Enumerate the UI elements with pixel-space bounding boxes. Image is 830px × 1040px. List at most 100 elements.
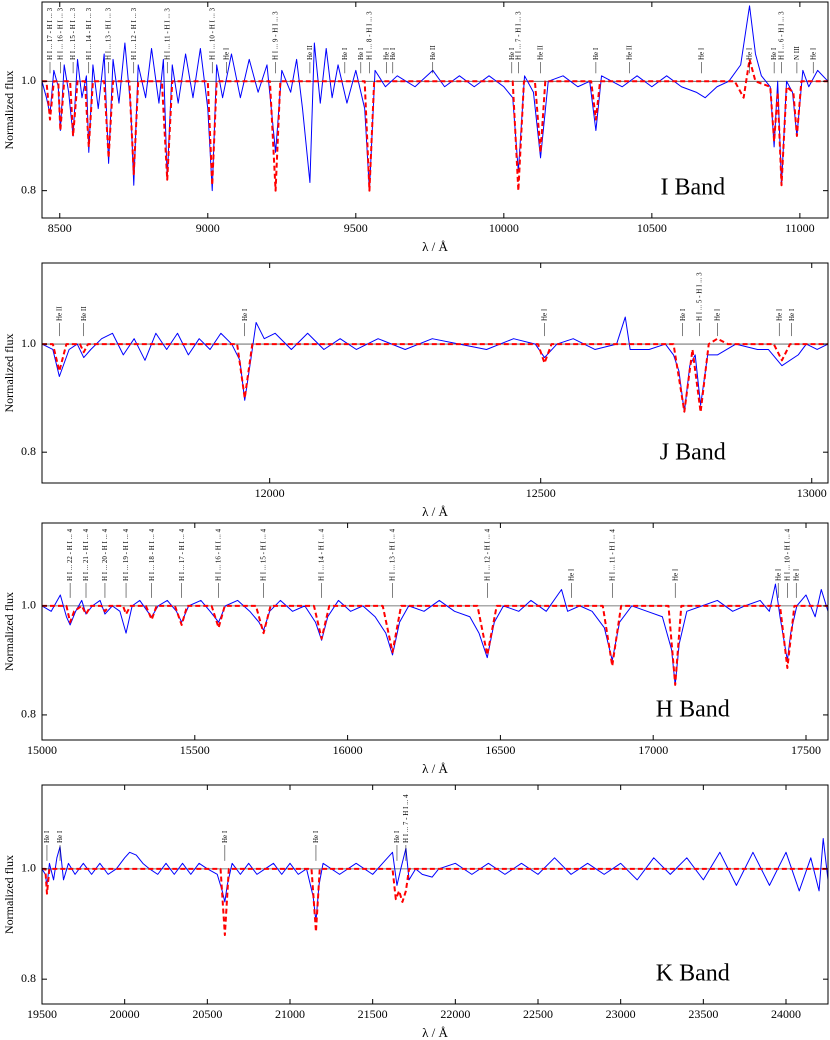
band-title: J Band xyxy=(660,440,726,466)
line-id-label: H I ... 13 - H I ... 3 xyxy=(105,7,113,60)
spectrum-line xyxy=(42,583,828,686)
x-tick-label: 22500 xyxy=(523,1007,553,1021)
x-tick-label: 20500 xyxy=(192,1007,222,1021)
line-id-label: H I ... 6 - H I ... 3 xyxy=(778,11,786,60)
line-id-label: He II xyxy=(55,306,63,321)
line-id-label: He I xyxy=(341,47,349,60)
y-axis-label: Normalized flux xyxy=(2,592,16,671)
spectrum-line xyxy=(42,316,828,413)
line-id-label: H I ... 12 - H I ... 3 xyxy=(130,7,138,60)
line-id-label: H I ... 15 - H I ... 3 xyxy=(69,7,77,60)
line-id-label: He I xyxy=(698,47,706,60)
line-id-label: H I ... 12 - H I ... 4 xyxy=(483,528,491,581)
x-tick-label: 21000 xyxy=(275,1007,305,1021)
line-id-label: He I xyxy=(357,47,365,60)
plot-area xyxy=(42,838,828,937)
line-id-label: H I ... 5 - H I ... 3 xyxy=(696,272,704,321)
line-id-label: H I ... 17 - H I ... 4 xyxy=(178,528,186,581)
line-id-label: H I ... 18 - H I ... 4 xyxy=(148,528,156,581)
line-id-label: He II xyxy=(625,45,633,60)
y-tick-label: 1.0 xyxy=(21,73,36,87)
line-id-label: He I xyxy=(312,830,320,843)
x-tick-label: 23500 xyxy=(688,1007,718,1021)
band-title: I Band xyxy=(660,175,725,201)
x-tick-label: 9000 xyxy=(196,221,220,235)
line-id-label: He I xyxy=(809,47,817,60)
line-id-label: H I ... 22 - H I ... 4 xyxy=(66,528,74,581)
spectrum-line xyxy=(42,5,828,192)
line-id-label: H I ... 16 - H I ... 3 xyxy=(56,7,64,60)
line-id-label: H I ... 16 - H I ... 4 xyxy=(215,528,223,581)
x-axis-label: λ / Å xyxy=(422,504,448,519)
y-tick-label: 0.8 xyxy=(21,971,36,985)
line-id-label: H I ... 9 - H I ... 3 xyxy=(272,11,280,60)
line-id-label: He I xyxy=(221,830,229,843)
line-id-label: He I xyxy=(241,308,249,321)
line-id-label: He I xyxy=(508,47,516,60)
x-tick-label: 15000 xyxy=(27,743,57,757)
spectrum-line xyxy=(42,58,828,192)
line-id-label: He I xyxy=(770,47,778,60)
y-axis-label: Normalized flux xyxy=(2,71,16,150)
y-tick-label: 1.0 xyxy=(21,598,36,612)
x-tick-label: 9500 xyxy=(344,221,368,235)
line-id-label: H I ... 7 - H I ... 4 xyxy=(402,794,410,843)
y-tick-label: 0.8 xyxy=(21,707,36,721)
line-id-label: H I ... 21 - H I ... 4 xyxy=(82,528,90,581)
plot-frame xyxy=(41,1,829,219)
line-id-label: He I xyxy=(43,830,51,843)
x-tick-label: 20000 xyxy=(110,1007,140,1021)
spectrum-line xyxy=(42,838,828,922)
y-tick-label: 0.8 xyxy=(21,444,36,458)
line-id-label: H I ... 20 - H I ... 4 xyxy=(101,528,109,581)
line-id-label: N III xyxy=(793,46,801,60)
x-tick-label: 23000 xyxy=(606,1007,636,1021)
x-tick-label: 16000 xyxy=(333,743,363,757)
line-id-label: H I ... 10 - H I ... 4 xyxy=(783,528,791,581)
plot-frame xyxy=(41,262,829,484)
line-id-label: H I ... 14 - H I ... 3 xyxy=(85,7,93,60)
x-tick-label: 10500 xyxy=(637,221,667,235)
line-id-label: H I ... 7 - H I ... 3 xyxy=(514,11,522,60)
line-id-label: H I ... 14 - H I ... 4 xyxy=(318,528,326,581)
x-tick-label: 13000 xyxy=(797,486,827,500)
spectrum-line xyxy=(42,867,828,937)
spectrum-line xyxy=(42,337,828,414)
line-id-label: H I ... 19 - H I ... 4 xyxy=(122,528,130,581)
line-id-label: H I ... 11 - H I ... 3 xyxy=(163,8,171,60)
band-title: H Band xyxy=(656,697,730,723)
y-tick-label: 1.0 xyxy=(21,336,36,350)
x-axis-label: λ / Å xyxy=(422,239,448,254)
spectrum-line xyxy=(42,604,828,686)
x-tick-label: 12000 xyxy=(255,486,285,500)
y-axis-label: Normalized flux xyxy=(2,855,16,934)
plot-area xyxy=(42,5,828,192)
x-tick-label: 16500 xyxy=(485,743,515,757)
line-id-label: H I ... 8 - H I ... 3 xyxy=(366,11,374,60)
line-id-label: H I ... 11 - H I ... 4 xyxy=(608,529,616,581)
x-tick-label: 17500 xyxy=(791,743,821,757)
line-id-label: He I xyxy=(788,308,796,321)
plot-area xyxy=(42,583,828,686)
line-id-label: He I xyxy=(567,568,575,581)
plot-frame xyxy=(41,784,829,1005)
x-tick-label: 15500 xyxy=(180,743,210,757)
line-id-label: He I xyxy=(714,308,722,321)
x-tick-label: 22000 xyxy=(440,1007,470,1021)
line-id-label: He II xyxy=(537,45,545,60)
line-id-label: He I xyxy=(671,568,679,581)
x-tick-label: 17000 xyxy=(638,743,668,757)
line-id-label: H I ... 10 - H I ... 3 xyxy=(208,7,216,60)
line-id-label: He I xyxy=(541,308,549,321)
x-tick-label: 19500 xyxy=(27,1007,57,1021)
line-id-label: He I xyxy=(679,308,687,321)
x-tick-label: 21500 xyxy=(358,1007,388,1021)
line-id-label: He I xyxy=(223,47,231,60)
x-tick-label: 24000 xyxy=(771,1007,801,1021)
line-id-label: He II xyxy=(306,45,314,60)
line-id-label: He II xyxy=(429,45,437,60)
x-axis-label: λ / Å xyxy=(422,1025,448,1040)
line-id-label: He I xyxy=(56,830,64,843)
y-axis-label: Normalized flux xyxy=(2,334,16,413)
